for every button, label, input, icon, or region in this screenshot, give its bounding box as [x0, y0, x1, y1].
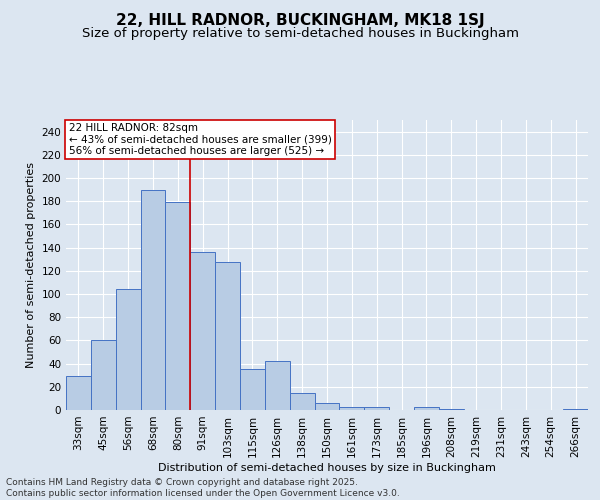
Text: 22, HILL RADNOR, BUCKINGHAM, MK18 1SJ: 22, HILL RADNOR, BUCKINGHAM, MK18 1SJ [116, 12, 484, 28]
Bar [91, 340, 116, 410]
Bar [414, 406, 439, 410]
Bar [116, 290, 140, 410]
Text: Contains HM Land Registry data © Crown copyright and database right 2025.
Contai: Contains HM Land Registry data © Crown c… [6, 478, 400, 498]
Y-axis label: Number of semi-detached properties: Number of semi-detached properties [26, 162, 36, 368]
Bar [563, 409, 588, 410]
X-axis label: Distribution of semi-detached houses by size in Buckingham: Distribution of semi-detached houses by … [158, 462, 496, 472]
Bar [215, 262, 240, 410]
Text: Size of property relative to semi-detached houses in Buckingham: Size of property relative to semi-detach… [82, 28, 518, 40]
Bar [364, 406, 389, 410]
Text: 22 HILL RADNOR: 82sqm
← 43% of semi-detached houses are smaller (399)
56% of sem: 22 HILL RADNOR: 82sqm ← 43% of semi-deta… [68, 123, 331, 156]
Bar [290, 392, 314, 410]
Bar [166, 202, 190, 410]
Bar [439, 409, 464, 410]
Bar [140, 190, 166, 410]
Bar [66, 376, 91, 410]
Bar [340, 406, 364, 410]
Bar [240, 370, 265, 410]
Bar [190, 252, 215, 410]
Bar [265, 362, 290, 410]
Bar [314, 403, 340, 410]
